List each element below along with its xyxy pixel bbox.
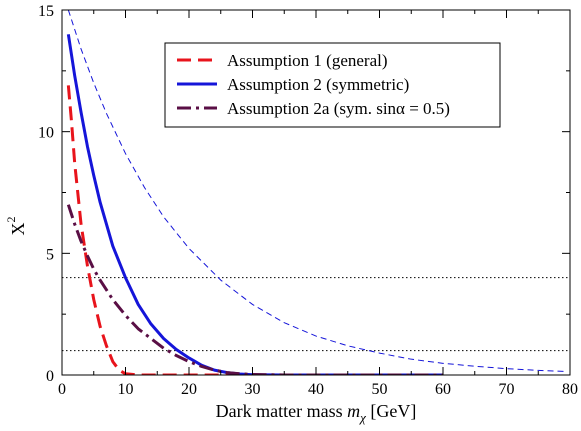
series-line-4	[67, 10, 564, 372]
y-axis-title-sup: 2	[4, 217, 18, 223]
x-tick-label: 30	[245, 381, 261, 398]
legend-label-1: Assumption 1 (general)	[227, 51, 388, 70]
axis-ticks: 0 10 20 30 40 50 60 70 80 0 5 10 15	[38, 3, 578, 398]
legend-box	[164, 42, 501, 128]
x-tick-label: 20	[181, 381, 197, 398]
series-line-1	[66, 85, 443, 375]
y-axis-title-main: X	[8, 223, 28, 236]
x-axis-title: Dark matter mass mχ [GeV]	[216, 401, 417, 425]
legend-label-3: Assumption 2a (sym. sinα = 0.5)	[227, 99, 450, 118]
x-tick-label: 60	[435, 381, 451, 398]
y-tick-label: 10	[38, 125, 54, 142]
y-axis-title: X2	[4, 217, 28, 236]
y-tick-label: 15	[38, 3, 54, 20]
x-tick-label: 70	[499, 381, 515, 398]
series-line-3	[66, 204, 443, 375]
x-axis-title-unit: [GeV]	[370, 401, 416, 421]
x-tick-label: 80	[562, 381, 578, 398]
legend: Assumption 1 (general) Assumption 2 (symm…	[164, 42, 501, 128]
x-tick-label: 40	[308, 381, 324, 398]
x-tick-label: 10	[118, 381, 134, 398]
x-axis-title-symbol: m	[347, 401, 360, 421]
legend-label-2: Assumption 2 (symmetric)	[227, 75, 409, 94]
x-tick-label: 0	[58, 381, 66, 398]
y-tick-label: 0	[46, 368, 54, 385]
x-axis-title-subscript: χ	[358, 410, 366, 425]
x-axis-title-main: Dark matter mass	[216, 401, 343, 421]
x-tick-label: 50	[372, 381, 388, 398]
y-tick-label: 5	[46, 246, 54, 263]
